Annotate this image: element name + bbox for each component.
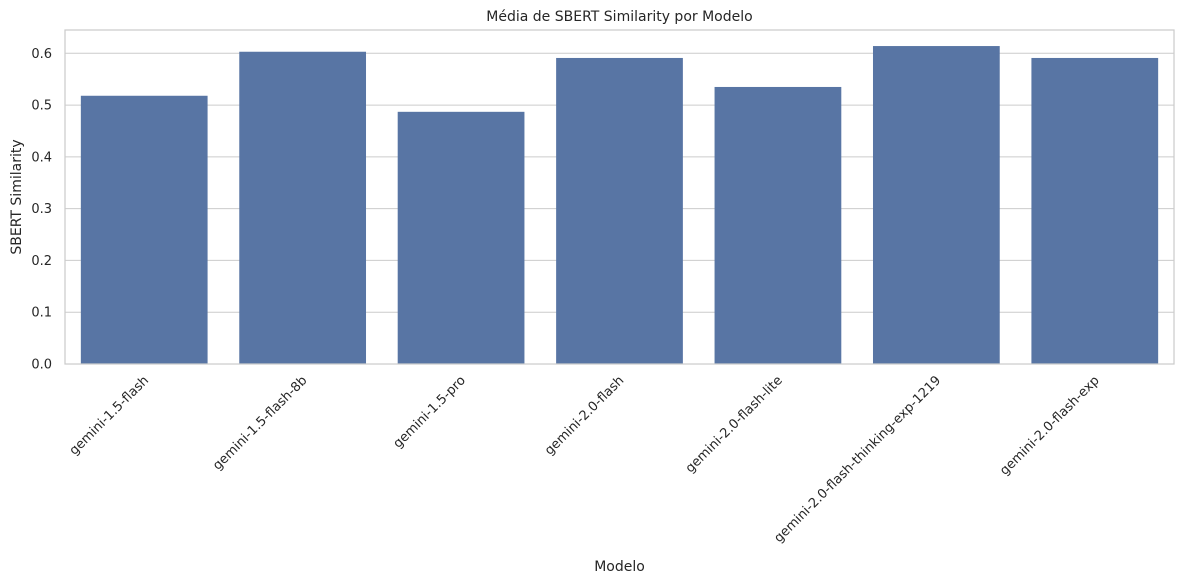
y-axis-ticks: 0.0 0.1 0.2 0.3 0.4 0.5 0.6 [31, 47, 52, 373]
y-tick-label: 0.0 [31, 358, 52, 373]
bar-gemini-2.0-flash-thinking-exp-1219 [872, 46, 1000, 365]
x-axis-label: Modelo [594, 559, 645, 575]
y-tick-label: 0.6 [31, 47, 52, 62]
y-tick-label: 0.5 [31, 99, 52, 114]
bar-gemini-1.5-flash [80, 95, 208, 364]
x-tick-label: gemini-2.0-flash-exp [997, 373, 1102, 478]
x-tick-label: gemini-1.5-flash-8b [210, 373, 310, 473]
x-tick-label: gemini-2.0-flash-thinking-exp-1219 [771, 373, 944, 546]
bar-gemini-1.5-flash-8b [239, 51, 367, 364]
y-tick-label: 0.4 [31, 150, 52, 165]
y-axis-label: SBERT Similarity [9, 139, 25, 254]
bar-gemini-2.0-flash [556, 57, 683, 364]
x-axis-ticks: gemini-1.5-flash gemini-1.5-flash-8b gemin… [67, 373, 1103, 546]
y-tick-label: 0.2 [31, 254, 52, 269]
bars [80, 46, 1159, 365]
bar-gemini-2.0-flash-exp [1031, 57, 1159, 364]
plot-frame [64, 29, 1175, 365]
x-tick-label: gemini-1.5-flash [67, 373, 152, 458]
x-tick-label: gemini-1.5-pro [391, 373, 469, 451]
bar-gemini-1.5-pro [397, 111, 525, 365]
x-tick-label: gemini-2.0-flash-lite [683, 373, 786, 476]
x-tick-label: gemini-2.0-flash [542, 373, 627, 458]
chart-title: Média de SBERT Similarity por Modelo [486, 9, 752, 25]
y-tick-label: 0.1 [31, 306, 52, 321]
y-tick-label: 0.3 [31, 202, 52, 217]
bar-gemini-2.0-flash-lite [714, 86, 842, 364]
